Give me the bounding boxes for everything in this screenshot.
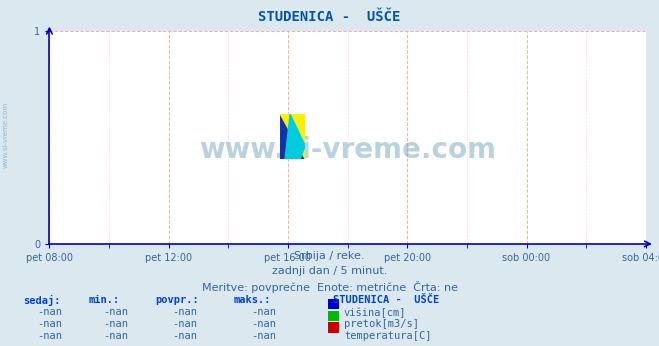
Text: STUDENICA -  UŠČE: STUDENICA - UŠČE — [333, 295, 439, 305]
Text: -nan: -nan — [251, 307, 276, 317]
Text: pretok[m3/s]: pretok[m3/s] — [344, 319, 419, 329]
Text: Srbija / reke.: Srbija / reke. — [295, 251, 364, 261]
Text: -nan: -nan — [103, 319, 128, 329]
Text: -nan: -nan — [251, 319, 276, 329]
Text: www.si-vreme.com: www.si-vreme.com — [199, 136, 496, 164]
Text: -nan: -nan — [172, 307, 197, 317]
Text: www.si-vreme.com: www.si-vreme.com — [2, 102, 9, 168]
Text: maks.:: maks.: — [234, 295, 272, 305]
Text: višina[cm]: višina[cm] — [344, 307, 407, 318]
Text: temperatura[C]: temperatura[C] — [344, 331, 432, 341]
Text: -nan: -nan — [251, 331, 276, 341]
Text: -nan: -nan — [172, 319, 197, 329]
Text: -nan: -nan — [172, 331, 197, 341]
Text: -nan: -nan — [103, 331, 128, 341]
Text: zadnji dan / 5 minut.: zadnji dan / 5 minut. — [272, 266, 387, 276]
Text: povpr.:: povpr.: — [155, 295, 198, 305]
Text: -nan: -nan — [37, 319, 62, 329]
Polygon shape — [285, 114, 305, 159]
Text: min.:: min.: — [89, 295, 120, 305]
Text: STUDENICA -  UŠČE: STUDENICA - UŠČE — [258, 10, 401, 24]
Text: -nan: -nan — [37, 307, 62, 317]
Text: -nan: -nan — [37, 331, 62, 341]
Text: -nan: -nan — [103, 307, 128, 317]
Text: Meritve: povprečne  Enote: metrične  Črta: ne: Meritve: povprečne Enote: metrične Črta:… — [202, 281, 457, 293]
Polygon shape — [280, 114, 305, 159]
Polygon shape — [280, 114, 305, 159]
Text: sedaj:: sedaj: — [23, 295, 61, 306]
